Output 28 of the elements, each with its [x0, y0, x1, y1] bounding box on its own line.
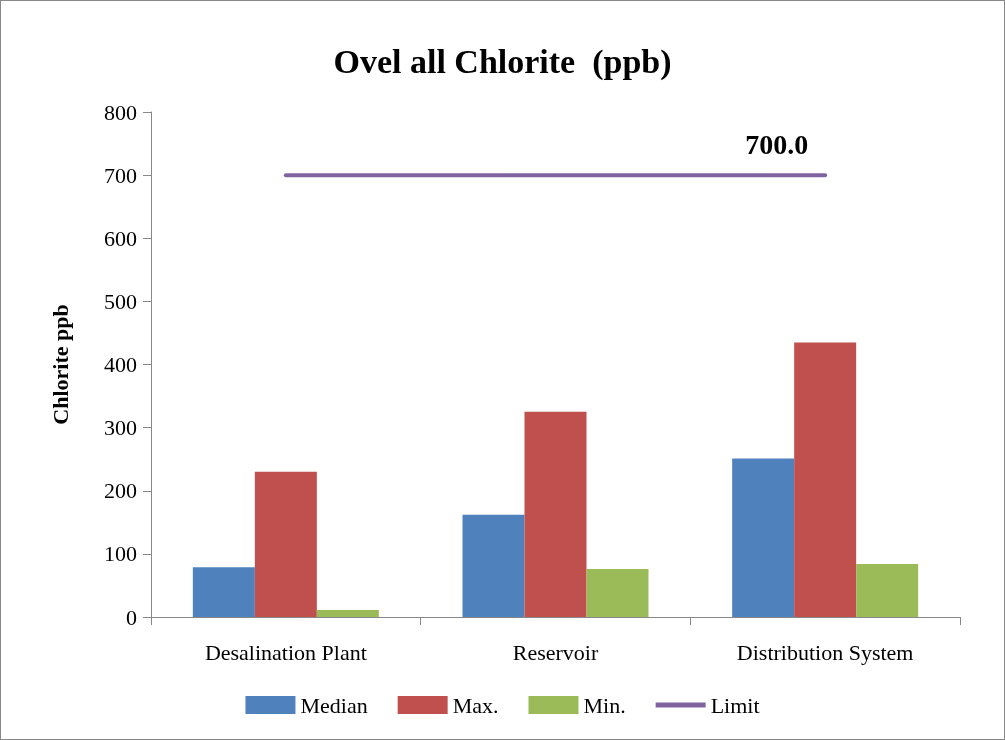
y-axis-title: Chlorite ppb — [47, 304, 73, 425]
legend-label: Max. — [452, 692, 499, 718]
x-tick-label: Reservoir — [512, 639, 599, 665]
y-tick-label: 0 — [126, 604, 137, 630]
chart-title: Ovel all Chlorite (ppb) — [333, 42, 672, 81]
legend-label: Min. — [583, 692, 626, 718]
data-label: 700.0 — [745, 128, 809, 160]
bar — [192, 567, 255, 617]
bar — [732, 458, 795, 617]
legend-label: Limit — [710, 692, 760, 718]
y-tick-label: 800 — [104, 99, 137, 125]
bar — [856, 563, 919, 617]
y-tick-label: 300 — [104, 415, 137, 441]
y-tick-label: 700 — [104, 162, 137, 188]
bar — [524, 411, 587, 617]
bar — [316, 610, 379, 617]
x-tick-label: Distribution System — [736, 639, 914, 665]
y-tick-label: 500 — [104, 288, 137, 314]
bar — [586, 569, 649, 617]
x-tick-label: Desalination Plant — [204, 639, 367, 665]
bar — [254, 471, 317, 617]
y-tick-label: 400 — [104, 352, 137, 377]
y-tick-label: 200 — [104, 478, 137, 504]
legend-label: Median — [300, 692, 368, 718]
y-tick-label: 600 — [104, 225, 137, 251]
y-tick-label: 100 — [104, 541, 137, 567]
bar — [794, 342, 857, 617]
bar — [462, 514, 525, 617]
